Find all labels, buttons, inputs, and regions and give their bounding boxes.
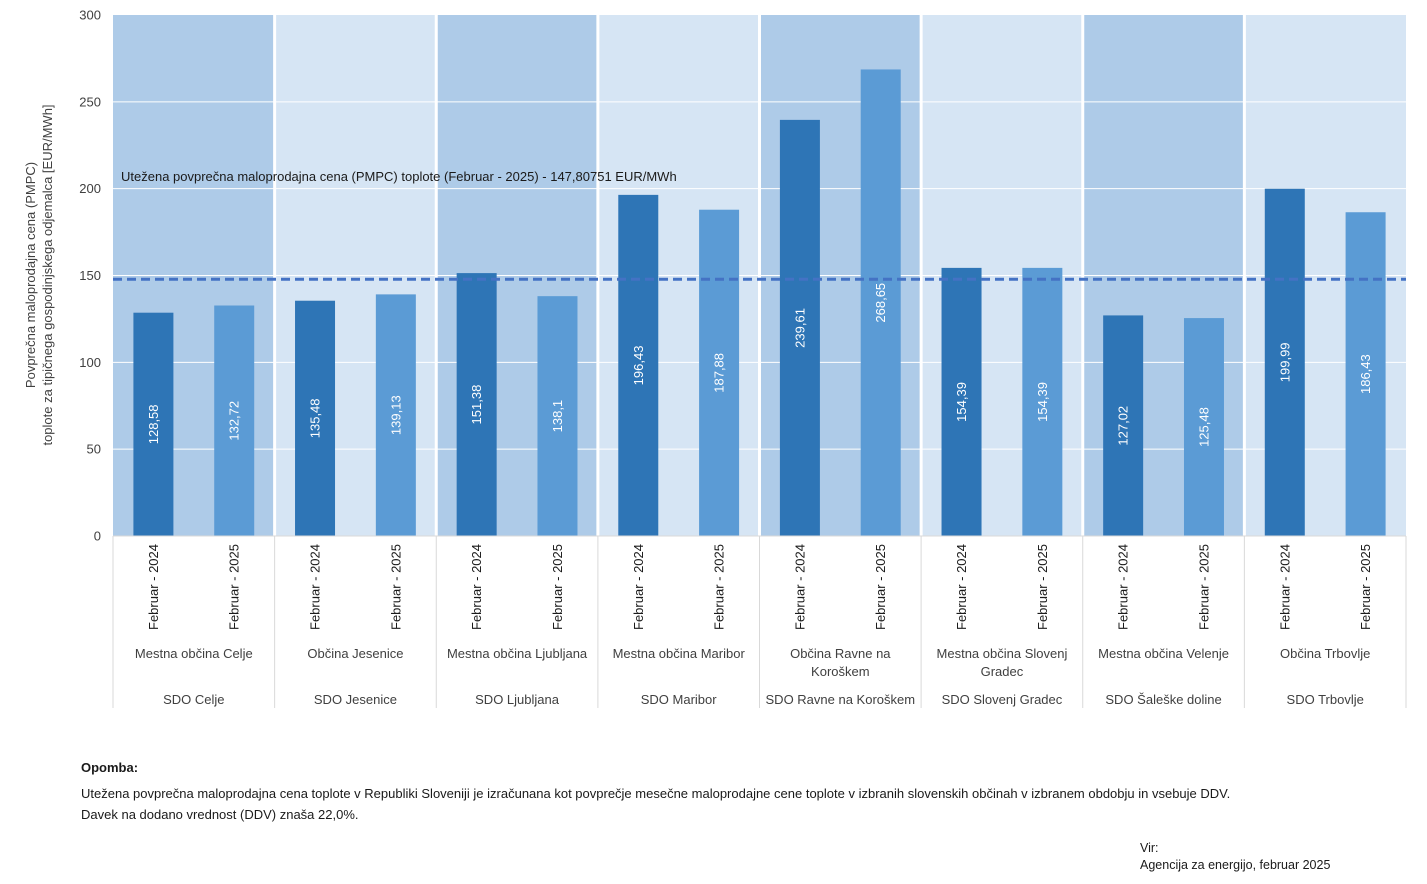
y-tick-label: 200 bbox=[79, 181, 101, 196]
x-period-label: Februar - 2024 bbox=[146, 544, 161, 630]
bar-value-label: 132,72 bbox=[227, 401, 242, 441]
price-chart: 128,58 132,72 135,48 139,13 151,38 138,1 196,4… bbox=[23, 8, 1407, 708]
x-period-label: Februar - 2024 bbox=[954, 544, 969, 630]
bar-2024 bbox=[779, 119, 820, 537]
y-tick-label: 150 bbox=[79, 268, 101, 283]
x-period-label: Februar - 2025 bbox=[1035, 544, 1050, 630]
x-municipality-label: Mestna občina Maribor bbox=[613, 646, 746, 661]
bar-2025 bbox=[699, 209, 740, 536]
bar-2024 bbox=[1264, 188, 1305, 537]
x-municipality-label: Mestna občina Celje bbox=[135, 646, 253, 661]
y-tick-label: 300 bbox=[79, 8, 101, 23]
bar-value-label: 154,39 bbox=[1035, 382, 1050, 422]
bar-2025 bbox=[1183, 318, 1224, 536]
bar-2025 bbox=[860, 69, 901, 536]
bar-value-label: 151,38 bbox=[469, 385, 484, 425]
x-period-label: Februar - 2025 bbox=[227, 544, 242, 630]
bar-value-label: 125,48 bbox=[1196, 407, 1211, 447]
bar-value-label: 154,39 bbox=[954, 382, 969, 422]
x-period-label: Februar - 2025 bbox=[1358, 544, 1373, 630]
x-axis: Februar - 2024 Februar - 2025 Mestna občin… bbox=[112, 535, 1407, 708]
x-sdo-label: SDO Slovenj Gradec bbox=[942, 692, 1063, 707]
x-sdo-label: SDO Maribor bbox=[641, 692, 718, 707]
y-tick-label: 50 bbox=[87, 442, 101, 457]
bar-value-label: 187,88 bbox=[712, 353, 727, 393]
note-title: Opomba: bbox=[81, 760, 139, 775]
x-period-label: Februar - 2024 bbox=[469, 544, 484, 630]
bar-value-label: 196,43 bbox=[631, 346, 646, 386]
y-axis-title-line1: Povprečna maloprodajna cena (PMPC) bbox=[23, 162, 38, 388]
y-tick-label: 0 bbox=[94, 529, 101, 544]
bar-2024 bbox=[1103, 315, 1144, 536]
x-municipality-label: Mestna občina Velenje bbox=[1098, 646, 1229, 661]
x-sdo-label: SDO Ljubljana bbox=[475, 692, 560, 707]
bar-value-label: 138,1 bbox=[550, 400, 565, 433]
x-sdo-label: SDO Ravne na Koroškem bbox=[766, 692, 916, 707]
bar-value-label: 139,13 bbox=[388, 395, 403, 435]
x-municipality-label: Občina Trbovlje bbox=[1280, 646, 1370, 661]
bar-value-label: 128,58 bbox=[146, 404, 161, 444]
bar-2024 bbox=[456, 273, 497, 536]
bar-2025 bbox=[214, 305, 255, 536]
bar-2024 bbox=[618, 194, 659, 536]
bar-2024 bbox=[941, 267, 982, 536]
reference-line-group: Utežena povprečna maloprodajna cena (PMP… bbox=[113, 169, 1406, 281]
y-axis-title-line2: toplote za tipičnega gospodinjskega odje… bbox=[40, 104, 55, 445]
bar-2024 bbox=[133, 312, 174, 536]
x-sdo-label: SDO Jesenice bbox=[314, 692, 397, 707]
x-period-label: Februar - 2024 bbox=[631, 544, 646, 630]
bar-2025 bbox=[1345, 212, 1386, 537]
source-label: Vir: bbox=[1140, 841, 1159, 855]
bar-2025 bbox=[537, 296, 578, 536]
x-sdo-label: SDO Trbovlje bbox=[1287, 692, 1364, 707]
x-period-label: Februar - 2024 bbox=[1277, 544, 1292, 630]
reference-line-label: Utežena povprečna maloprodajna cena (PMP… bbox=[121, 169, 677, 184]
x-municipality-label: Mestna občina Ljubljana bbox=[447, 646, 588, 661]
x-period-label: Februar - 2024 bbox=[308, 544, 323, 630]
y-tick-label: 100 bbox=[79, 355, 101, 370]
x-municipality-label: Občina Jesenice bbox=[307, 646, 403, 661]
x-municipality-label: Občina Ravne na bbox=[790, 646, 891, 661]
x-period-label: Februar - 2025 bbox=[712, 544, 727, 630]
bar-value-label: 239,61 bbox=[792, 308, 807, 348]
x-sdo-label: SDO Šaleške doline bbox=[1105, 692, 1221, 707]
bar-2025 bbox=[375, 294, 416, 536]
x-period-label: Februar - 2025 bbox=[873, 544, 888, 630]
bar-value-label: 135,48 bbox=[308, 398, 323, 438]
x-municipality-label: Mestna občina Slovenj bbox=[937, 646, 1068, 661]
y-axis: 0 50 100 150 200 250 300 bbox=[79, 8, 101, 544]
x-sdo-label: SDO Celje bbox=[163, 692, 224, 707]
x-municipality-label: Koroškem bbox=[811, 664, 870, 679]
gridlines bbox=[113, 15, 1406, 536]
note-line-1: Utežena povprečna maloprodajna cena topl… bbox=[81, 786, 1231, 801]
bar-value-label: 268,65 bbox=[873, 283, 888, 323]
bars: 128,58 132,72 135,48 139,13 151,38 138,1 196,4… bbox=[133, 69, 1386, 537]
bar-2025 bbox=[1022, 267, 1063, 536]
x-period-label: Februar - 2025 bbox=[1196, 544, 1211, 630]
x-period-label: Februar - 2024 bbox=[1116, 544, 1131, 630]
x-period-label: Februar - 2024 bbox=[792, 544, 807, 630]
x-municipality-label: Gradec bbox=[981, 664, 1024, 679]
source-text: Agencija za energijo, februar 2025 bbox=[1140, 858, 1331, 872]
y-tick-label: 250 bbox=[79, 94, 101, 109]
bar-value-label: 186,43 bbox=[1358, 354, 1373, 394]
note-line-2: Davek na dodano vrednost (DDV) znaša 22,… bbox=[81, 807, 359, 822]
bar-value-label: 199,99 bbox=[1277, 342, 1292, 382]
x-period-label: Februar - 2025 bbox=[550, 544, 565, 630]
bar-value-label: 127,02 bbox=[1116, 406, 1131, 446]
x-period-label: Februar - 2025 bbox=[388, 544, 403, 630]
bar-2024 bbox=[295, 300, 336, 536]
